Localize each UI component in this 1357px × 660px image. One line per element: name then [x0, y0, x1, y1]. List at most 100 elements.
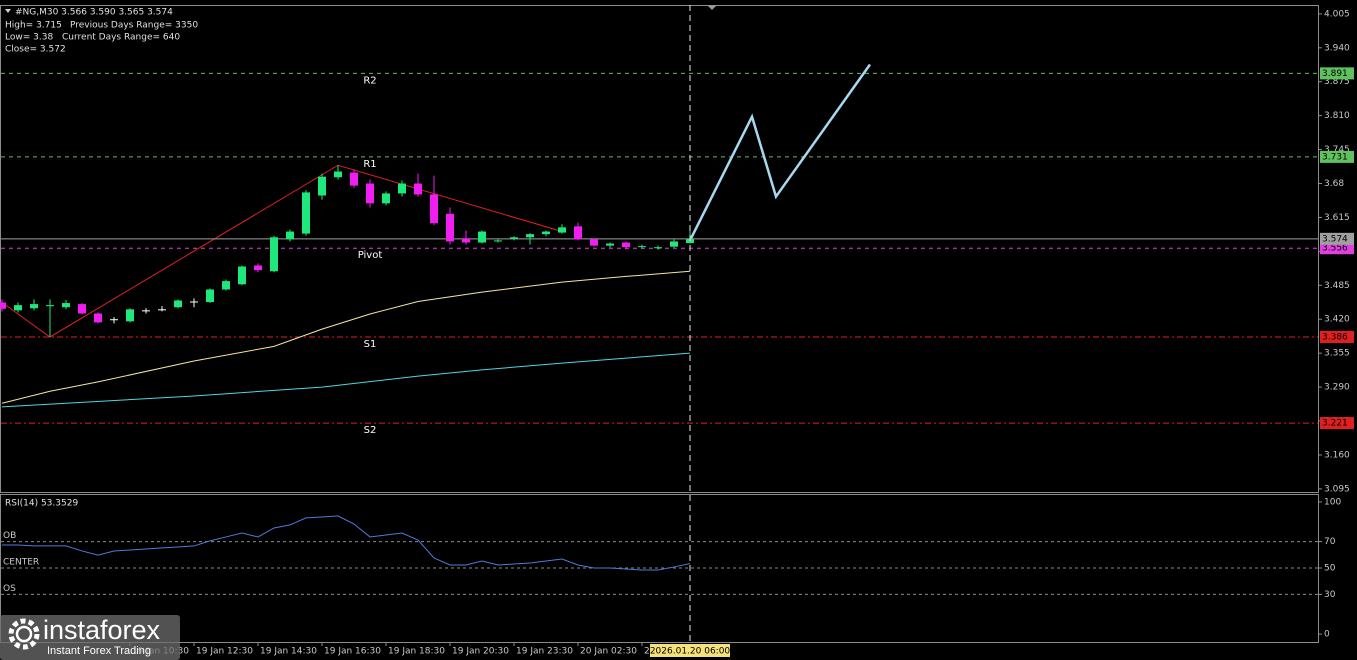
candle-body [446, 213, 454, 242]
y-tick-label: 3.810 [1324, 111, 1350, 121]
y-tick-label: 3.355 [1324, 349, 1350, 359]
rsi-level-label: OS [3, 584, 16, 594]
current-time-label: 2026.01.20 06:00 [650, 647, 731, 657]
candle-body [94, 313, 102, 323]
candle-body [574, 226, 582, 240]
candle-body [366, 183, 374, 204]
level-label: S2 [364, 425, 377, 436]
y-tick-label: 3.615 [1324, 213, 1350, 223]
candle-body [14, 305, 22, 311]
rsi-line [2, 515, 691, 571]
candle-body [654, 247, 662, 249]
logo: instaforex Instant Forex Trading [0, 615, 180, 660]
y-tick-label: 3.095 [1324, 484, 1350, 494]
candle-body [270, 237, 278, 272]
info-text: High= 3.715 [5, 21, 62, 31]
level-label: R1 [363, 159, 376, 170]
y-tick-label: 3.68 [1324, 179, 1344, 189]
candle-body [286, 231, 294, 240]
candle-body [46, 305, 54, 307]
candle-body [126, 309, 134, 322]
candle-body [334, 171, 342, 178]
y-tick-label: 30 [1324, 590, 1336, 600]
candle-body [382, 193, 390, 204]
current-time-badge [650, 644, 730, 657]
candle-body [174, 300, 182, 308]
candle-body [558, 227, 566, 233]
candle-body [238, 266, 246, 285]
candle-body [78, 304, 86, 314]
logo-brand: instaforex [43, 615, 161, 645]
candle-body [222, 281, 230, 290]
candle-body [606, 243, 614, 246]
level-badge [1320, 242, 1354, 255]
x-tick-label: 19 Jan 12:30 [196, 647, 253, 657]
candle-body [494, 240, 502, 242]
menu-arrow [5, 9, 11, 13]
info-text: Close= 3.572 [5, 45, 66, 55]
y-tick-label: 3.875 [1324, 77, 1350, 87]
y-tick-label: 70 [1324, 537, 1336, 547]
x-tick-label: 19 Jan 18:30 [388, 647, 445, 657]
x-tick-label: 19 Jan 20:30 [452, 647, 509, 657]
level-badge [1320, 67, 1354, 80]
candle-body [62, 303, 70, 308]
level-badge [1320, 150, 1354, 163]
level-badge [1320, 417, 1354, 430]
level-badge-label: 3.386 [1322, 332, 1348, 342]
y-tick-label: 100 [1324, 497, 1341, 507]
candle-body [142, 310, 150, 312]
level-badge-label: 3.221 [1322, 419, 1348, 429]
candle-body [110, 319, 118, 321]
logo-box [0, 615, 180, 660]
rsi-level-label: CENTER [3, 558, 39, 568]
y-tick-label: 4.005 [1324, 9, 1350, 19]
candle-body [510, 237, 518, 239]
shift-marker [707, 5, 717, 10]
y-tick-label: 3.290 [1324, 383, 1350, 393]
candle-body [30, 304, 38, 309]
candle-body [670, 241, 678, 247]
candle-body [478, 231, 486, 243]
level-label: Pivot [358, 250, 383, 261]
candle-body [622, 242, 630, 248]
y-tick-label: 3.940 [1324, 43, 1350, 53]
candle-body [190, 301, 198, 303]
plot-layer: 4.0053.9403.8753.8103.7453.683.6153.5503… [0, 5, 1354, 657]
y-tick-label: 3.420 [1324, 315, 1350, 325]
rsi-title: RSI(14) 53.3529 [5, 499, 78, 509]
candle-body [398, 183, 406, 194]
candle-body [206, 289, 214, 303]
info-text: Current Days Range= 640 [62, 33, 180, 43]
level-badge-label: 3.731 [1322, 152, 1348, 162]
info-text: Low= 3.38 [5, 33, 53, 43]
x-tick-label: 19 Jan 14:30 [260, 647, 317, 657]
candle-body [542, 231, 550, 235]
rsi-level-label: OB [3, 531, 16, 541]
level-badge-label: 3.556 [1322, 244, 1348, 254]
y-tick-label: 3.485 [1324, 281, 1350, 291]
price-panel-frame [0, 5, 1319, 493]
series-line [688, 63, 872, 241]
last-price-badge [1320, 232, 1354, 245]
y-tick-label: 3.160 [1324, 450, 1350, 460]
candle-body [350, 172, 358, 186]
level-badge [1320, 330, 1354, 343]
y-tick-label: 50 [1324, 564, 1336, 574]
candle-body [0, 302, 6, 309]
series-line [1, 164, 563, 338]
x-tick-label: 20 Jan 02:30 [580, 647, 637, 657]
level-label: R2 [363, 75, 376, 86]
chart-title: #NG,M30 3.566 3.590 3.565 3.574 [15, 8, 173, 18]
series-line [1, 270, 691, 404]
level-badge-label: 3.891 [1322, 69, 1348, 79]
candle-body [430, 194, 438, 224]
candle-body [318, 176, 326, 196]
candle-body [526, 234, 534, 238]
x-tick-label: 19 Jan 16:30 [324, 647, 381, 657]
series-line [1, 352, 691, 408]
y-tick-label: 0 [1324, 630, 1330, 640]
